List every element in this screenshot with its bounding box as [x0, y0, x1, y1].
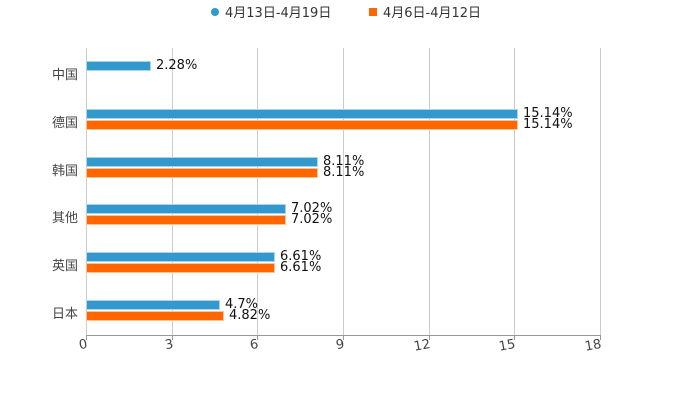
legend-label: 4月6日-4月12日	[383, 6, 482, 21]
legend-circle-icon	[211, 8, 219, 16]
chart-legend: 4月13日-4月19日 4月6日-4月12日	[0, 5, 700, 25]
gridline	[343, 48, 344, 335]
x-axis-tick-label: 9	[334, 337, 346, 354]
bar-series-2[interactable]	[86, 120, 518, 130]
data-label: 15.14%	[523, 117, 573, 132]
x-axis-tick-label: 0	[77, 337, 89, 354]
bar-series-2[interactable]	[86, 168, 318, 178]
data-label: 6.61%	[280, 260, 322, 275]
x-axis-tick-label: 3	[163, 337, 175, 354]
data-label: 7.02%	[291, 212, 333, 227]
bar-series-1[interactable]	[86, 252, 275, 262]
bar-series-2[interactable]	[86, 215, 286, 225]
data-label: 6.61%	[280, 249, 322, 264]
bar-series-1[interactable]	[86, 109, 518, 119]
bar-series-1[interactable]	[86, 61, 151, 71]
gridline	[257, 48, 258, 335]
x-axis-tick-label: 18	[583, 337, 603, 355]
data-label: 2.28%	[156, 58, 198, 73]
x-axis-tick	[86, 335, 87, 340]
gridline	[514, 48, 515, 335]
data-label: 7.02%	[291, 201, 333, 216]
y-axis-category-label: 中国	[51, 68, 78, 83]
x-axis-tick	[600, 335, 601, 340]
data-label: 8.11%	[323, 165, 365, 180]
x-axis-tick	[343, 335, 344, 340]
legend-label: 4月13日-4月19日	[225, 6, 332, 21]
gridline	[172, 48, 173, 335]
bar-series-2[interactable]	[86, 263, 275, 273]
bar-series-1[interactable]	[86, 157, 318, 167]
gridline	[600, 48, 601, 335]
x-axis-line	[86, 335, 600, 336]
gridline	[86, 48, 87, 335]
bar-series-1[interactable]	[86, 204, 286, 214]
data-label: 4.82%	[229, 308, 271, 323]
x-axis-tick-label: 15	[497, 337, 517, 355]
x-axis-tick-label: 12	[412, 337, 432, 355]
y-axis-category-label: 英国	[51, 259, 78, 274]
y-axis-category-label: 韩国	[51, 164, 78, 179]
bar-series-1[interactable]	[86, 300, 220, 310]
x-axis-tick	[257, 335, 258, 340]
x-axis-tick	[172, 335, 173, 340]
data-label: 4.7%	[225, 297, 259, 312]
data-label: 8.11%	[323, 154, 365, 169]
y-axis-category-label: 日本	[51, 307, 78, 322]
x-axis-tick	[514, 335, 515, 340]
x-axis-tick	[429, 335, 430, 340]
y-axis-category-label: 德国	[51, 116, 78, 131]
data-label: 15.14%	[523, 106, 573, 121]
gridline	[429, 48, 430, 335]
legend-item-series-1[interactable]: 4月13日-4月19日	[211, 5, 331, 23]
bar-series-2[interactable]	[86, 311, 224, 321]
legend-square-icon	[369, 8, 377, 16]
x-axis-tick-label: 6	[248, 337, 260, 354]
y-axis-category-label: 其他	[51, 211, 78, 226]
legend-item-series-2[interactable]: 4月6日-4月12日	[369, 5, 481, 23]
